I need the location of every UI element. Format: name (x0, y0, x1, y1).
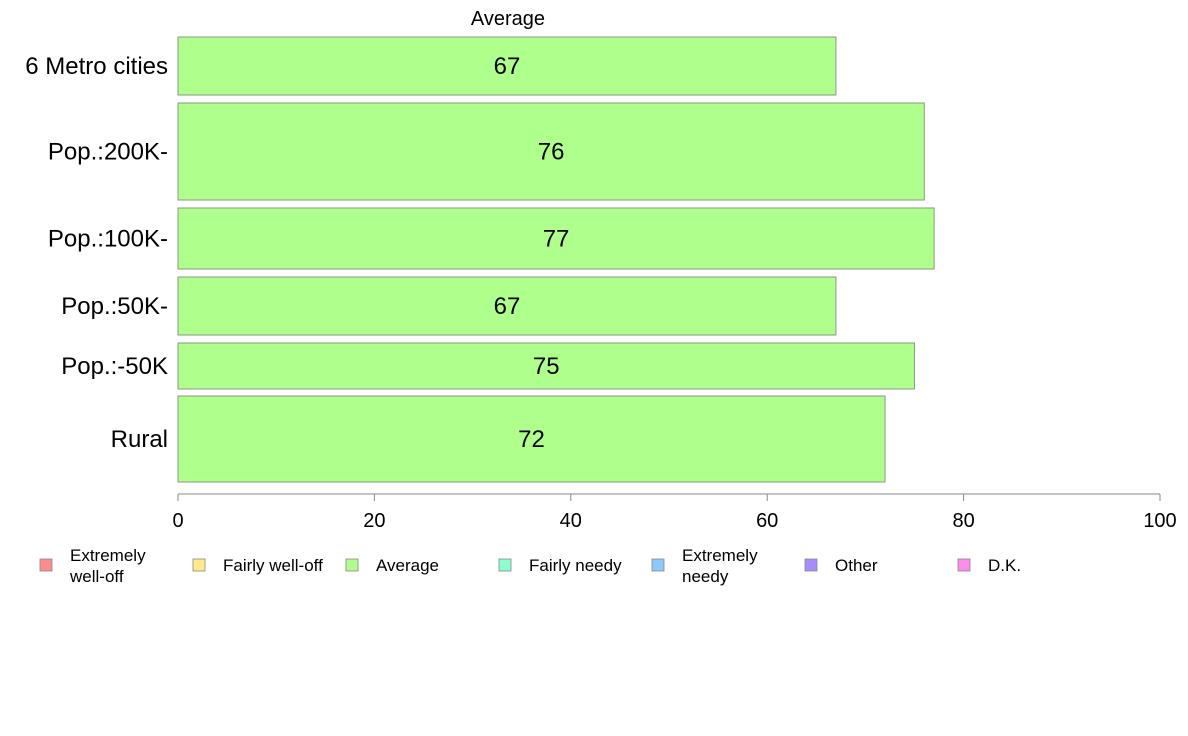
category-label: Pop.:-50K (61, 353, 168, 380)
chart-title: Average (471, 8, 545, 30)
bar (177, 395, 886, 483)
x-tick-label: 20 (363, 510, 385, 532)
bar (177, 36, 837, 96)
bar (177, 276, 837, 336)
category-label: Pop.:200K- (48, 139, 168, 166)
bars-group: 6 Metro cities 67 Pop.:200K- 76 Pop.:100K- 77… (25, 36, 935, 483)
legend-item: Other (804, 556, 878, 575)
data-label: 75 (533, 353, 560, 380)
bar (177, 342, 915, 390)
category-label: Pop.:100K- (48, 226, 168, 253)
legend: Extremely well-off Fairly well-off Average F… (39, 546, 1021, 586)
data-label: 67 (494, 53, 521, 80)
legend-label: Fairly needy (529, 556, 622, 575)
legend-swatch (39, 558, 53, 572)
legend-swatch (651, 558, 665, 572)
legend-label: Fairly well-off (223, 556, 323, 575)
category-label: 6 Metro cities (25, 53, 168, 80)
legend-label: Other (835, 556, 878, 575)
x-tick-label: 80 (952, 510, 974, 532)
x-tick-label: 60 (756, 510, 778, 532)
legend-label: Extremely (682, 546, 758, 565)
category-label: Rural (111, 426, 168, 453)
data-label: 67 (494, 293, 521, 320)
legend-item: D.K. (957, 556, 1021, 575)
data-label: 76 (538, 139, 565, 166)
legend-swatch (957, 558, 971, 572)
x-tick-label: 40 (560, 510, 582, 532)
legend-swatch (498, 558, 512, 572)
legend-item: Average (345, 556, 439, 575)
legend-swatch (804, 558, 818, 572)
legend-label: well-off (69, 567, 124, 586)
x-tick-label: 100 (1143, 510, 1176, 532)
bar (177, 102, 925, 201)
legend-swatch (192, 558, 206, 572)
category-label: Pop.:50K- (61, 293, 168, 320)
legend-label: needy (682, 567, 729, 586)
x-axis: 0 20 40 60 80 100 (172, 493, 1177, 532)
legend-item: Fairly needy (498, 556, 622, 575)
bar (177, 207, 935, 270)
legend-label: D.K. (988, 556, 1021, 575)
legend-item: Extremely needy (651, 546, 758, 586)
legend-swatch (345, 558, 359, 572)
legend-item: Fairly well-off (192, 556, 323, 575)
legend-item: Extremely well-off (39, 546, 146, 586)
data-label: 77 (543, 226, 570, 253)
legend-label: Extremely (70, 546, 146, 565)
data-label: 72 (518, 426, 545, 453)
x-tick-label: 0 (172, 510, 183, 532)
legend-label: Average (376, 556, 439, 575)
